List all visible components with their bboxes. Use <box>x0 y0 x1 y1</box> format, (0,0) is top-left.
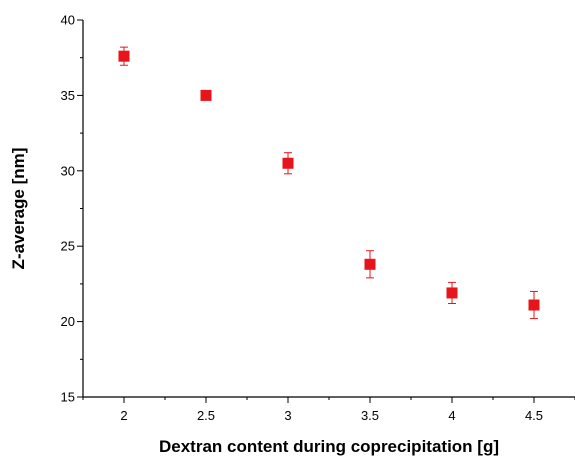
x-tick-label: 2.5 <box>197 408 215 423</box>
data-point <box>118 50 130 62</box>
x-tick-label: 3 <box>284 408 291 423</box>
x-axis-ticks: 2 2.5 3 3.5 4 4.5 <box>82 397 575 423</box>
data-points <box>118 50 540 311</box>
plot-frame <box>82 20 575 398</box>
y-tick-label: 15 <box>61 390 75 405</box>
y-tick-label: 35 <box>61 88 75 103</box>
y-axis-ticks: 15 20 25 30 35 40 <box>61 13 83 405</box>
data-point <box>282 157 294 169</box>
y-tick-label: 40 <box>61 13 75 28</box>
data-point <box>364 258 376 270</box>
x-axis-label: Dextran content during coprecipitation [… <box>159 437 499 456</box>
x-tick-label: 2 <box>120 408 127 423</box>
y-tick-label: 20 <box>61 314 75 329</box>
x-tick-label: 4.5 <box>525 408 543 423</box>
y-tick-label: 30 <box>61 163 75 178</box>
y-axis-label: Z-average [nm] <box>9 148 28 270</box>
data-point <box>200 89 212 101</box>
error-bars <box>120 46 538 320</box>
x-tick-label: 4 <box>448 408 455 423</box>
data-point <box>528 299 540 311</box>
y-tick-label: 25 <box>61 239 75 254</box>
x-tick-label: 3.5 <box>361 408 379 423</box>
data-point <box>446 287 458 299</box>
